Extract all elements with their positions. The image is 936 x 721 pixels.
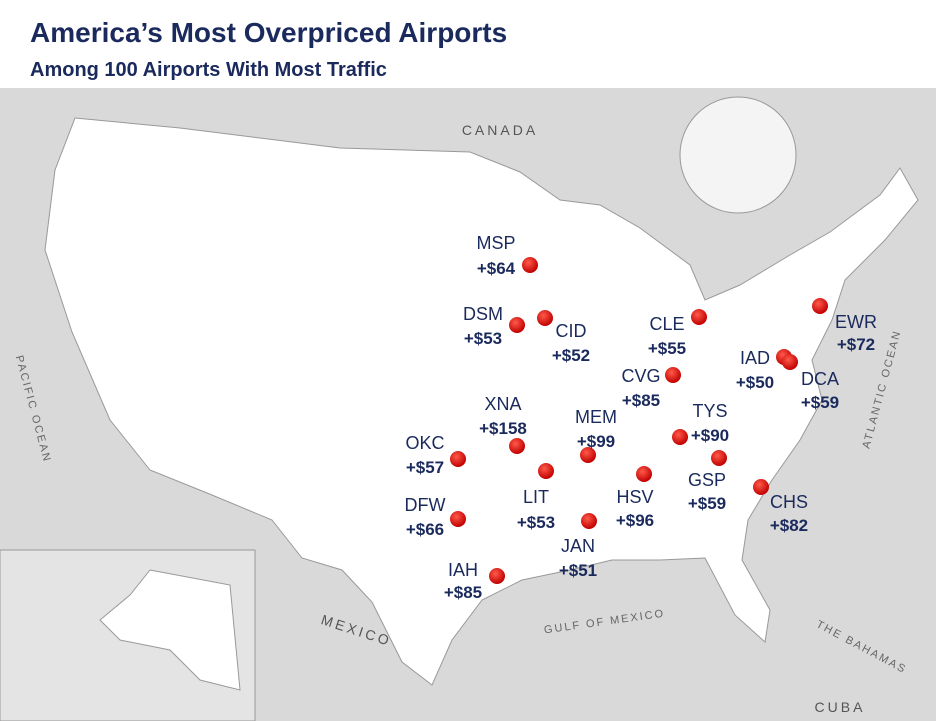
airport-premium: +$66 xyxy=(406,520,444,539)
airport-marker xyxy=(753,479,769,495)
country-label: CANADA xyxy=(462,122,538,138)
airport-code: CLE xyxy=(649,314,684,334)
airport-premium: +$64 xyxy=(477,259,516,278)
airport-marker xyxy=(711,450,727,466)
airport-code: OKC xyxy=(405,433,444,453)
globe-inset xyxy=(679,96,797,214)
airport-marker xyxy=(489,568,505,584)
airport-marker xyxy=(581,513,597,529)
airport-marker xyxy=(509,438,525,454)
airport-premium: +$50 xyxy=(736,373,774,392)
airport-code: DFW xyxy=(405,495,446,515)
airport-marker xyxy=(580,447,596,463)
airport-premium: +$90 xyxy=(691,426,729,445)
airport-marker xyxy=(636,466,652,482)
airport-code: DCA xyxy=(801,369,839,389)
airport-code: CID xyxy=(556,321,587,341)
alaska-land xyxy=(99,569,241,691)
title: America’s Most Overpriced Airports xyxy=(30,17,507,48)
airport-premium: +$59 xyxy=(801,393,839,412)
airport-premium: +$85 xyxy=(444,583,482,602)
airport-premium: +$51 xyxy=(559,561,597,580)
airport-code: GSP xyxy=(688,470,726,490)
airport-marker xyxy=(538,463,554,479)
airport-premium: +$59 xyxy=(688,494,726,513)
airport-code: IAH xyxy=(448,560,478,580)
airport-code: MSP xyxy=(476,233,515,253)
airport-marker xyxy=(672,429,688,445)
airport-code: XNA xyxy=(484,394,521,414)
airport-premium: +$53 xyxy=(464,329,502,348)
airport-code: MEM xyxy=(575,407,617,427)
airport-code: CHS xyxy=(770,492,808,512)
airport-premium: +$57 xyxy=(406,458,444,477)
airport-marker xyxy=(537,310,553,326)
airport-premium: +$82 xyxy=(770,516,808,535)
island-label: CUBA xyxy=(815,699,866,715)
airport-marker xyxy=(509,317,525,333)
airport-premium: +$96 xyxy=(616,511,654,530)
airport-marker xyxy=(450,451,466,467)
airport-code: IAD xyxy=(740,348,770,368)
airport-marker xyxy=(522,257,538,273)
airport-marker xyxy=(782,354,798,370)
airport-premium: +$99 xyxy=(577,432,615,451)
airport-code: TYS xyxy=(692,401,727,421)
airport-premium: +$72 xyxy=(837,335,875,354)
header-band xyxy=(0,0,936,88)
airport-code: CVG xyxy=(621,366,660,386)
airport-premium: +$85 xyxy=(622,391,660,410)
airport-marker xyxy=(665,367,681,383)
subtitle: Among 100 Airports With Most Traffic xyxy=(30,59,387,81)
airport-premium: +$158 xyxy=(479,419,527,438)
airport-code: LIT xyxy=(523,487,549,507)
us-land xyxy=(44,117,919,686)
airport-marker xyxy=(450,511,466,527)
airport-marker xyxy=(691,309,707,325)
airport-premium: +$55 xyxy=(648,339,686,358)
airport-marker xyxy=(812,298,828,314)
airport-code: HSV xyxy=(616,487,653,507)
airport-code: EWR xyxy=(835,312,877,332)
airport-premium: +$53 xyxy=(517,513,555,532)
airport-code: JAN xyxy=(561,536,595,556)
airport-premium: +$52 xyxy=(552,346,590,365)
airport-code: DSM xyxy=(463,304,503,324)
